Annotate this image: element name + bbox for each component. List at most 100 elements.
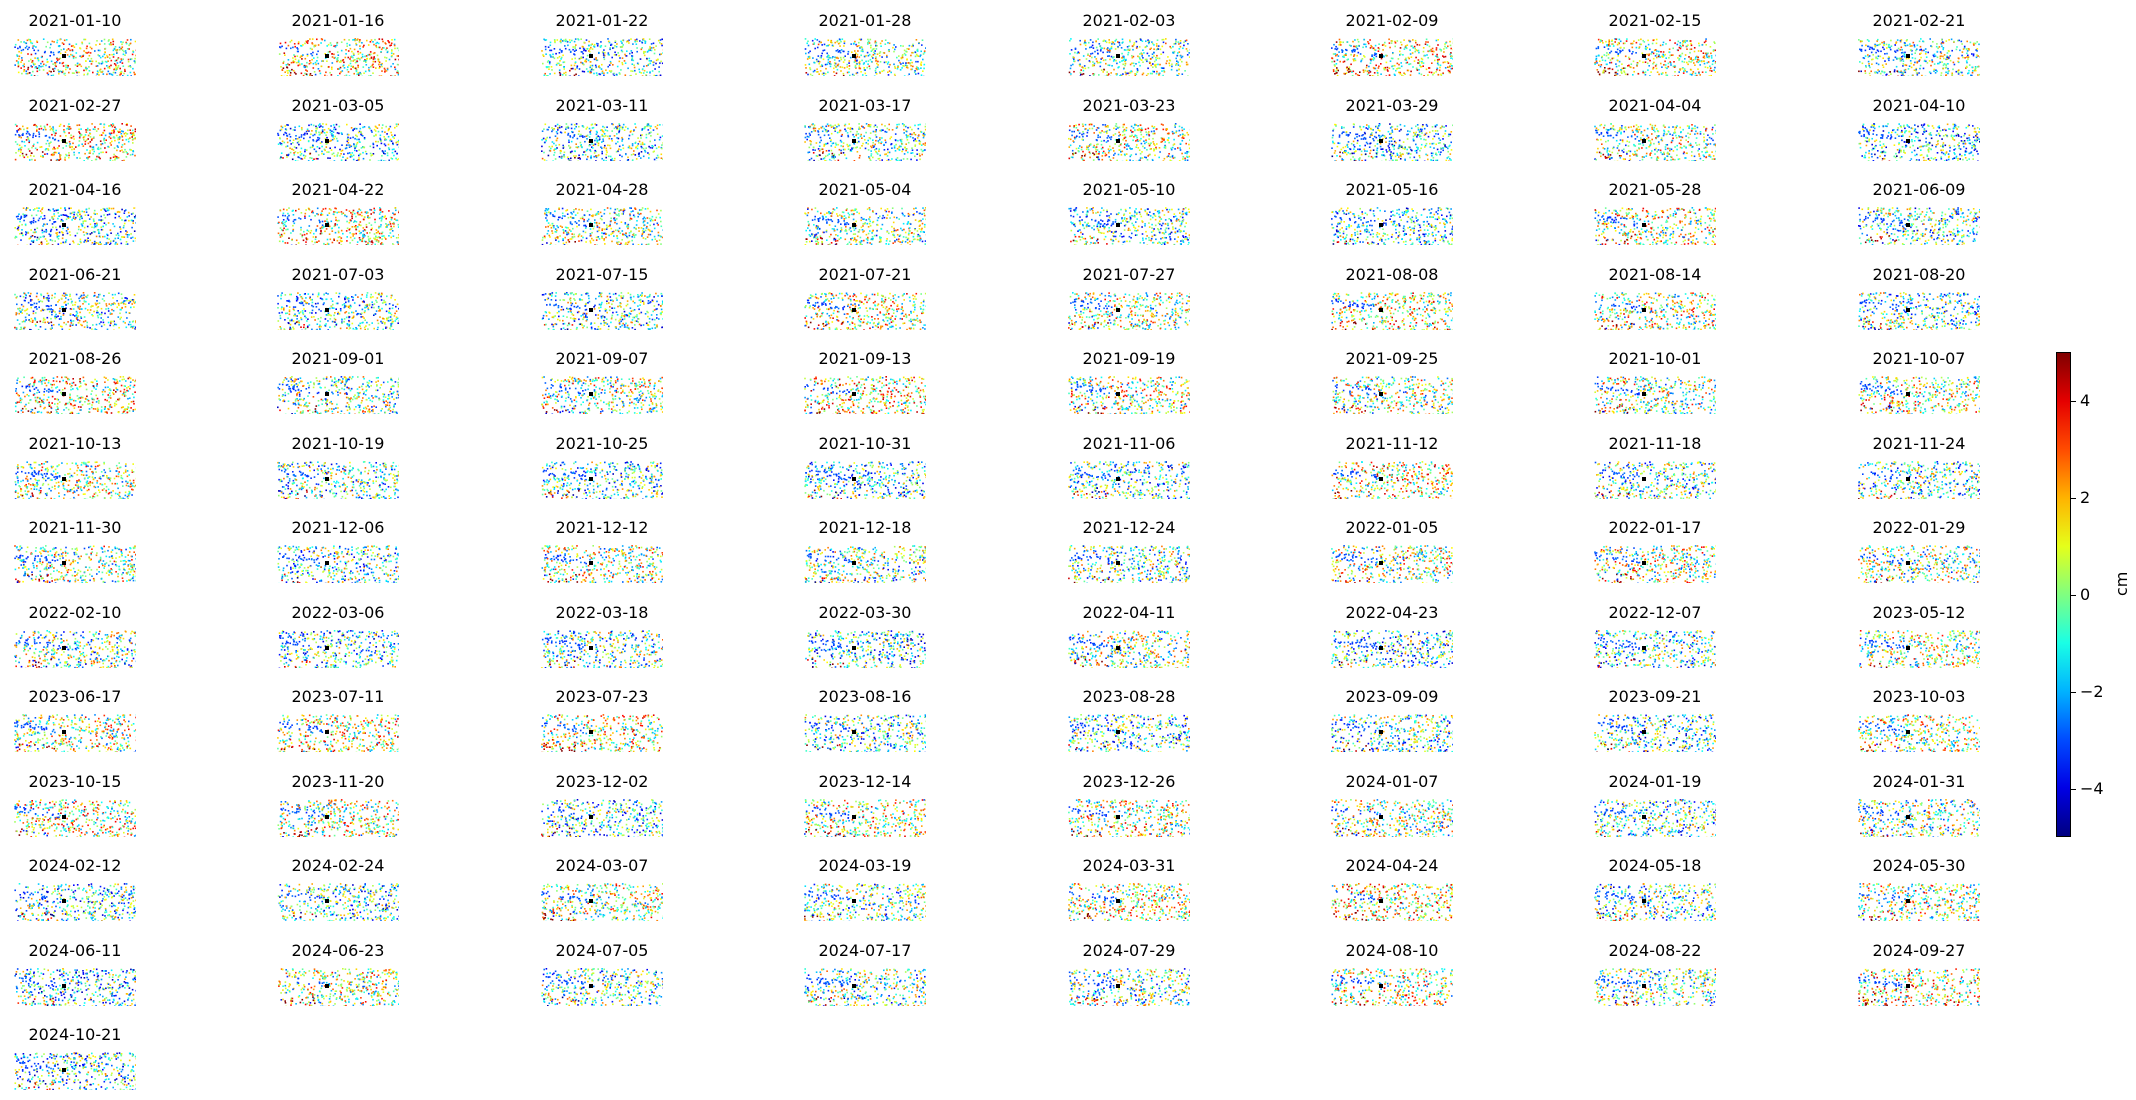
- scatter-point: [875, 73, 878, 75]
- scatter-point: [1679, 54, 1682, 56]
- scatter-point: [1399, 67, 1401, 69]
- scatter-point: [1896, 58, 1898, 60]
- scatter-point: [827, 130, 830, 132]
- reference-point-marker: [325, 139, 329, 143]
- scatter-point: [610, 70, 613, 72]
- scatter-point: [99, 140, 102, 142]
- scatter-point: [284, 71, 286, 73]
- scatter-point: [873, 51, 875, 54]
- scatter-point: [316, 126, 318, 129]
- scatter-point: [568, 39, 571, 41]
- scatter-point: [1435, 47, 1438, 49]
- scatter-point: [53, 70, 55, 72]
- scatter-point: [115, 156, 118, 158]
- scatter-point: [1096, 62, 1099, 64]
- scatter-point: [1146, 45, 1148, 47]
- scatter-point: [54, 151, 56, 154]
- scatter-point: [1655, 63, 1658, 66]
- scatter-point: [862, 74, 864, 76]
- scatter-point: [628, 137, 630, 140]
- scatter-point: [1368, 69, 1371, 72]
- scatter-point: [808, 56, 811, 58]
- scatter-point: [555, 64, 558, 66]
- scatter-point: [1083, 42, 1086, 45]
- scatter-point: [1941, 61, 1943, 63]
- scatter-point: [282, 67, 285, 69]
- scatter-point: [75, 43, 78, 45]
- scatter-point: [1603, 54, 1606, 56]
- scatter-point: [1611, 68, 1614, 71]
- scatter-point: [1093, 73, 1096, 75]
- scatter-point: [1609, 45, 1611, 47]
- scatter-point: [1936, 70, 1938, 73]
- scatter-point: [280, 125, 283, 128]
- scatter-point: [289, 151, 292, 154]
- scatter-point: [553, 72, 556, 75]
- scatter-point: [542, 55, 545, 57]
- scatter-point: [98, 74, 100, 76]
- scatter-point: [1125, 49, 1127, 51]
- scatter-point: [553, 154, 555, 156]
- scatter-point: [1635, 41, 1638, 44]
- scatter-point: [636, 145, 639, 147]
- scatter-point: [121, 144, 124, 146]
- scatter-point: [302, 74, 305, 76]
- scatter-point: [1924, 53, 1927, 55]
- scatter-point: [329, 50, 331, 53]
- scatter-point: [859, 154, 861, 157]
- scatter-point: [616, 127, 618, 130]
- scatter-point: [609, 47, 611, 49]
- scatter-point: [861, 59, 863, 62]
- scatter-point: [589, 48, 591, 50]
- scatter-point: [1136, 71, 1138, 73]
- scatter-point: [321, 129, 324, 131]
- scatter-point: [864, 69, 866, 71]
- scatter-point: [1102, 71, 1104, 73]
- scatter-point: [621, 136, 623, 139]
- scatter-point: [36, 40, 38, 43]
- scatter-point: [78, 124, 80, 126]
- scatter-point: [385, 43, 387, 45]
- scatter-point: [353, 72, 355, 75]
- scatter-point: [333, 57, 336, 59]
- scatter-point: [1640, 38, 1642, 41]
- scatter-point: [80, 128, 82, 130]
- scatter-point: [22, 134, 24, 136]
- scatter-point: [1973, 69, 1976, 72]
- scatter-point: [280, 75, 283, 76]
- scatter-point: [368, 69, 370, 71]
- scatter-point: [292, 46, 294, 49]
- scatter-point: [321, 130, 324, 133]
- scatter-point: [1371, 54, 1373, 56]
- scatter-point: [38, 135, 41, 138]
- scatter-point: [1945, 64, 1947, 67]
- scatter-point: [1420, 57, 1423, 60]
- scatter-point: [87, 57, 89, 60]
- scatter-point: [867, 60, 870, 62]
- scatter-point: [306, 129, 309, 132]
- scatter-point: [1409, 40, 1411, 43]
- scatter-point: [650, 125, 652, 127]
- scatter-point: [287, 153, 290, 156]
- scatter-point: [1072, 63, 1074, 66]
- scatter-point: [333, 137, 335, 140]
- scatter-point: [893, 44, 895, 46]
- scatter-point: [115, 134, 118, 137]
- scatter-point: [1715, 61, 1716, 63]
- scatter-point: [135, 73, 136, 75]
- scatter-point: [1343, 56, 1345, 58]
- scatter-point: [123, 50, 125, 53]
- scatter-point: [618, 124, 621, 127]
- scatter-point: [50, 51, 52, 54]
- scatter-point: [1128, 45, 1130, 47]
- scatter-point: [856, 141, 858, 144]
- scatter-point: [32, 136, 34, 139]
- scatter-point: [567, 127, 570, 129]
- scatter-point: [122, 41, 124, 44]
- scatter-point: [85, 139, 88, 141]
- scatter-point: [283, 133, 285, 136]
- scatter-point: [1710, 55, 1713, 57]
- scatter-point: [898, 159, 901, 161]
- scatter-point: [1121, 52, 1123, 55]
- scatter-point: [1377, 47, 1380, 49]
